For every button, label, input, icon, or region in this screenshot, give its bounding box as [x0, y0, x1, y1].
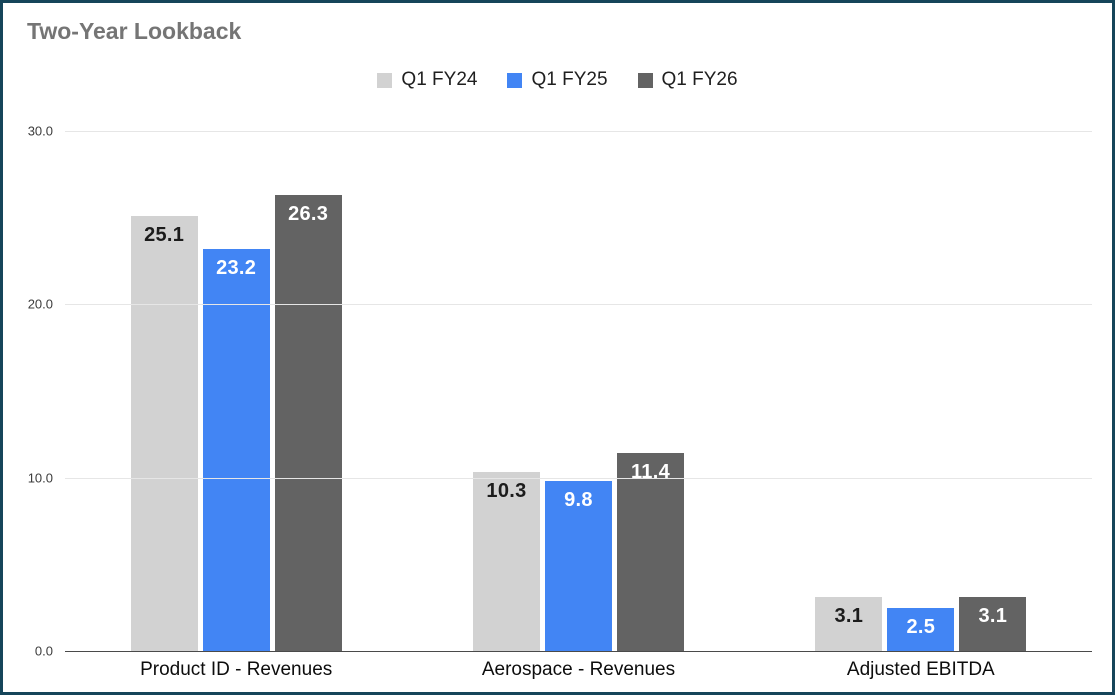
legend-swatch-icon	[637, 72, 653, 88]
bar: 11.4	[616, 453, 684, 651]
bar-value-label: 23.2	[216, 256, 257, 279]
legend-item-3: Q1 FY26	[637, 69, 738, 91]
bar-value-label: 26.3	[288, 203, 329, 226]
plot-area: 25.1 23.2 26.3 10.3 9.8 11.4 3.1 2.5 3.1 0.0 10.0…	[28, 124, 1092, 659]
bar: 3.1	[815, 597, 883, 651]
bar-value-label: 10.3	[486, 480, 527, 503]
bar-value-label: 3.1	[834, 605, 864, 628]
bar-value-label: 11.4	[630, 461, 670, 484]
legend-item-1: Q1 FY24	[377, 69, 477, 91]
bar-group: 10.3 9.8 11.4	[407, 131, 749, 651]
category-axis-labels: Product ID - Revenues Aerospace - Revenue…	[65, 659, 1092, 681]
bar-group: 3.1 2.5 3.1	[750, 131, 1092, 651]
bar: 2.5	[887, 607, 955, 651]
bar: 23.2	[202, 248, 270, 651]
legend-label: Q1 FY26	[661, 69, 738, 90]
category-label: Adjusted EBITDA	[846, 659, 995, 680]
category-label: Aerospace - Revenues	[481, 659, 676, 680]
bar: 10.3	[472, 472, 540, 651]
y-axis-tick-label: 10.0	[27, 470, 53, 486]
y-axis-tick-label: 20.0	[27, 296, 53, 312]
bar: 3.1	[959, 597, 1027, 651]
bar-value-label: 25.1	[144, 223, 185, 246]
gridline	[65, 304, 1092, 306]
gridline	[65, 477, 1092, 479]
y-axis-tick-label: 0.0	[34, 643, 53, 659]
bar-value-label: 2.5	[906, 615, 936, 638]
bar: 25.1	[130, 215, 198, 651]
bar: 9.8	[544, 481, 612, 651]
legend-swatch-icon	[377, 72, 393, 88]
bar-groups: 25.1 23.2 26.3 10.3 9.8 11.4 3.1 2.5 3.1	[65, 131, 1092, 651]
gridline	[65, 131, 1092, 132]
legend-label: Q1 FY25	[531, 69, 608, 90]
chart-title: Two-Year Lookback	[27, 18, 242, 44]
category-label: Product ID - Revenues	[140, 659, 333, 680]
legend-swatch-icon	[507, 72, 523, 88]
legend-label: Q1 FY24	[401, 69, 478, 90]
chart-legend: Q1 FY24 Q1 FY25 Q1 FY26	[3, 69, 1112, 91]
y-axis-tick-label: 30.0	[27, 123, 53, 139]
bar-value-label: 9.8	[564, 489, 593, 512]
bar-group: 25.1 23.2 26.3	[65, 131, 407, 651]
bar: 26.3	[274, 195, 342, 651]
legend-item-2: Q1 FY25	[507, 69, 608, 91]
bar-value-label: 3.1	[978, 605, 1008, 628]
